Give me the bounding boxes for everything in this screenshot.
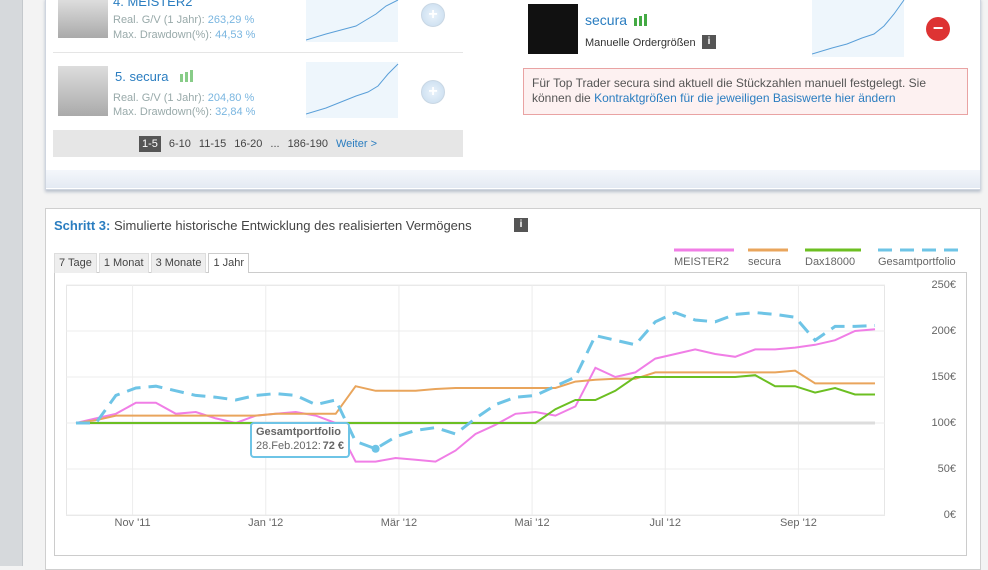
legend-label: secura: [748, 256, 782, 268]
order-type: Manuelle Ordergrößen: [585, 37, 696, 49]
rank-icon: [634, 14, 647, 26]
section-title: Simulierte historische Entwicklung des r…: [113, 218, 472, 233]
remove-button[interactable]: −: [926, 17, 950, 41]
y-tick-label: 100€: [932, 417, 956, 429]
y-tick-label: 50€: [938, 463, 956, 475]
x-tick-label: Jan '12: [248, 517, 283, 529]
series-line: [76, 310, 876, 451]
label: Max. Drawdown(%):: [113, 106, 213, 118]
legend-label: Dax18000: [805, 256, 855, 268]
page-link[interactable]: 6-10: [168, 137, 191, 150]
info-icon[interactable]: i: [514, 218, 528, 232]
tooltip-value: 72 €: [323, 440, 344, 452]
chart: 0€ 50€ 100€ 150€ 200€ 250€ Nov '11 Jan '12 Mär '…: [54, 248, 967, 556]
x-tick-label: Mär '12: [381, 517, 417, 529]
tab[interactable]: 1 Monat: [98, 253, 149, 273]
y-tick-label: 250€: [932, 279, 956, 291]
label: Max. Drawdown(%):: [113, 29, 213, 41]
trader-name[interactable]: 4. MEISTER2: [113, 0, 193, 9]
y-tick-label: 0€: [944, 509, 956, 521]
add-button[interactable]: +: [421, 80, 445, 104]
chart-frame: [54, 272, 967, 556]
legend-label: MEISTER2: [674, 256, 729, 268]
sparkline: [306, 0, 399, 42]
x-tick-label: Sep '12: [780, 517, 817, 529]
add-button[interactable]: +: [421, 3, 445, 27]
series-line: [75, 369, 875, 424]
panel-footer: [46, 170, 980, 188]
value: 204,80 %: [207, 92, 255, 104]
y-tick-label: 200€: [932, 325, 956, 337]
info-icon[interactable]: i: [702, 35, 716, 49]
notice: Für Top Trader secura sind aktuell die S…: [523, 68, 968, 115]
trader-photo: [58, 66, 108, 116]
tooltip-box: [250, 422, 350, 458]
page-link[interactable]: 16-20: [234, 137, 263, 150]
x-tick-label: Nov '11: [115, 517, 151, 529]
label: Real. G/V (1 Jahr):: [113, 92, 205, 104]
sparkline: [306, 62, 399, 118]
trader-name[interactable]: 5. secura: [115, 69, 169, 84]
notice-link[interactable]: Kontraktgrößen für die jeweiligen Basisw…: [594, 91, 896, 105]
step-label: Schritt 3:: [54, 218, 111, 233]
value: 263,29 %: [207, 14, 255, 26]
range-tabs: 7 Tage 1 Monat 3 Monate 1 Jahr: [54, 253, 250, 273]
x-tick-label: Mai '12: [515, 517, 550, 529]
selected-name[interactable]: secura: [585, 12, 628, 28]
page-link[interactable]: 1-5: [138, 135, 161, 152]
trader-photo: [58, 0, 108, 38]
page-link[interactable]: ...: [270, 137, 280, 150]
tab[interactable]: 7 Tage: [54, 253, 97, 273]
page-link[interactable]: 11-15: [198, 137, 227, 150]
hover-point: [371, 444, 380, 453]
y-tick-label: 150€: [932, 371, 956, 383]
value: 44,53 %: [215, 29, 256, 41]
series-line: [76, 374, 875, 424]
sparkline: [812, 0, 905, 57]
pagination: 1-5 6-10 11-15 16-20... 186-190 Weiter >: [53, 130, 463, 157]
legend-label: Gesamtportfolio: [878, 256, 956, 268]
tab[interactable]: 1 Jahr: [208, 253, 250, 273]
tooltip-title: Gesamtportfolio: [256, 426, 341, 438]
sidebar-strip: [0, 0, 23, 566]
rank-icon: [180, 70, 193, 82]
tab[interactable]: 3 Monate: [150, 253, 207, 273]
value: 32,84 %: [215, 106, 256, 118]
divider: [53, 52, 463, 53]
tooltip-date: 28.Feb.2012:: [256, 440, 321, 452]
page-link[interactable]: 186-190: [287, 137, 328, 150]
next-link[interactable]: Weiter >: [335, 137, 377, 150]
label: Real. G/V (1 Jahr):: [113, 14, 205, 26]
trader-photo: [528, 4, 578, 54]
notice-text: Für Top Trader secura sind aktuell die S…: [532, 76, 926, 105]
x-tick-label: Jul '12: [650, 517, 681, 529]
